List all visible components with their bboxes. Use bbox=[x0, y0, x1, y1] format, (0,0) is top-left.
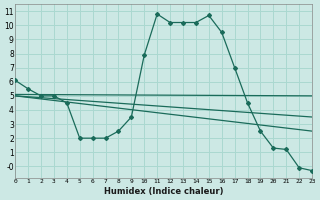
X-axis label: Humidex (Indice chaleur): Humidex (Indice chaleur) bbox=[104, 187, 223, 196]
